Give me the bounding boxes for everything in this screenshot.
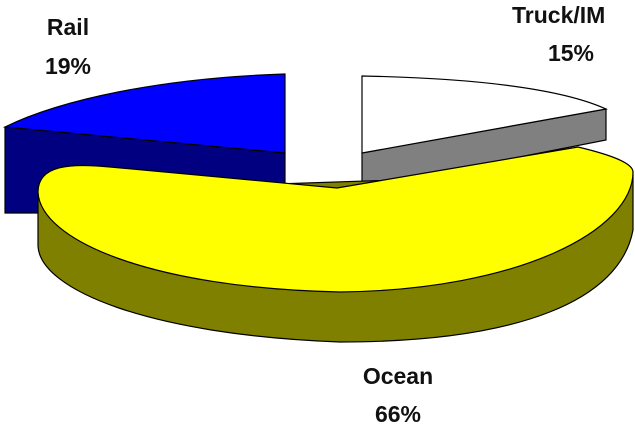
- slice-truck-im: [361, 75, 608, 189]
- label-ocean: Ocean: [363, 363, 433, 389]
- label-truck-im-percent: 15%: [548, 40, 594, 66]
- slice-ocean-top: [37, 146, 634, 293]
- label-rail-percent: 19%: [45, 53, 91, 79]
- label-truck-im: Truck/IM: [512, 2, 605, 28]
- label-ocean-percent: 66%: [375, 401, 421, 427]
- slice-rail-top: [2, 73, 286, 154]
- slice-truck-im-top: [361, 75, 608, 154]
- label-rail: Rail: [47, 14, 89, 40]
- slice-ocean: [37, 146, 634, 343]
